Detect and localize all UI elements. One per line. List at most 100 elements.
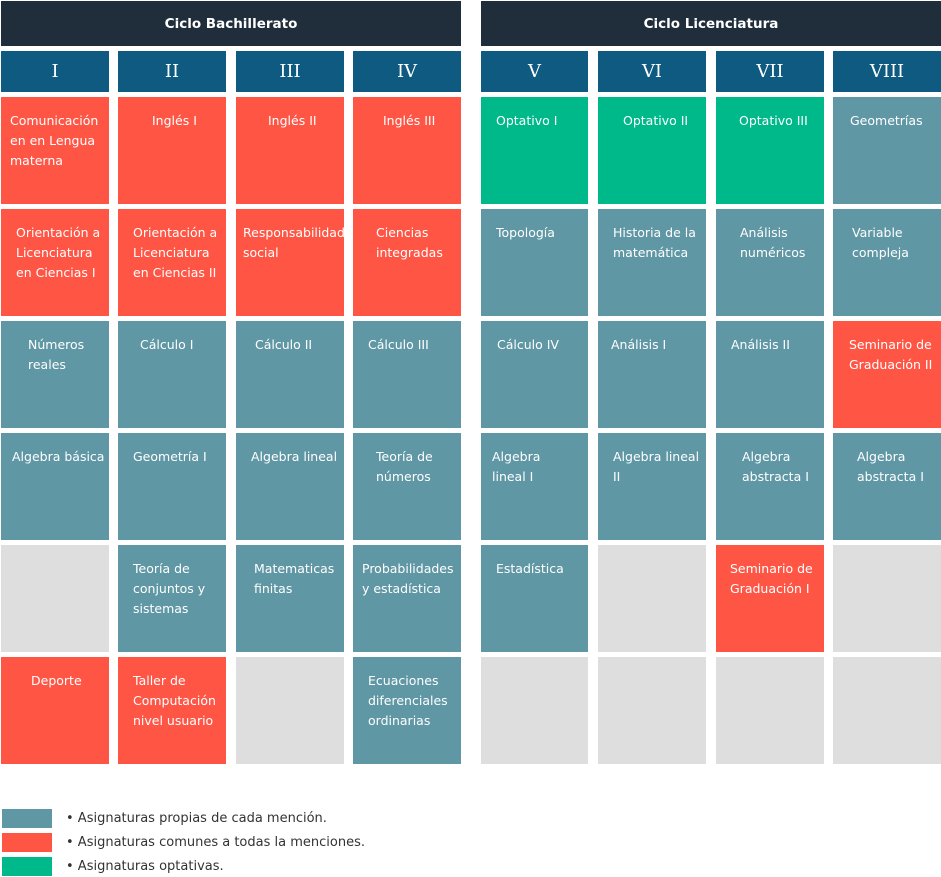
course-name: Números reales bbox=[28, 337, 85, 372]
course-name: Seminario de Graduación II bbox=[849, 337, 933, 372]
course-name: Análisis numéricos bbox=[740, 225, 806, 260]
course-name: Geometrías bbox=[850, 113, 923, 128]
course-cell: Cálculo III bbox=[353, 321, 461, 428]
course-cell: Orientación a Licenciatura en Ciencias I… bbox=[118, 209, 226, 316]
course-name: Variable compleja bbox=[852, 225, 909, 260]
course-name: Algebra básica bbox=[12, 449, 105, 464]
course-name: Inglés II bbox=[268, 113, 317, 128]
course-name: Responsabilidad social bbox=[243, 225, 345, 260]
course-cell: Algebra abstracta I bbox=[833, 433, 941, 540]
course-name: Optativo I bbox=[496, 113, 558, 128]
course-name: Cálculo IV bbox=[497, 337, 559, 352]
course-cell: Teoría de números bbox=[353, 433, 461, 540]
course-cell: Algebra lineal I bbox=[481, 433, 588, 540]
course-cell: Inglés III bbox=[353, 97, 461, 204]
course-cell: Análisis I bbox=[598, 321, 706, 428]
course-name: Análisis II bbox=[731, 337, 790, 352]
cycle-header-licenciatura: Ciclo Licenciatura bbox=[481, 1, 941, 46]
empty-cell bbox=[716, 657, 824, 764]
legend-label-optativa: • Asignaturas optativas. bbox=[66, 859, 224, 874]
semester-header-vi: VI bbox=[598, 51, 706, 92]
course-name: Inglés III bbox=[383, 113, 436, 128]
course-name: Taller de Computación nivel usuario bbox=[133, 673, 216, 728]
course-cell: Cálculo I bbox=[118, 321, 226, 428]
semester-header-iii: III bbox=[236, 51, 344, 92]
course-name: Teoría de conjuntos y sistemas bbox=[133, 561, 206, 616]
semester-header-i: I bbox=[1, 51, 109, 92]
legend-swatch-propia bbox=[2, 809, 52, 828]
course-cell: Optativo II bbox=[598, 97, 706, 204]
legend-label-comun: • Asignaturas comunes a todas la mencion… bbox=[66, 835, 365, 850]
course-name: Algebra lineal II bbox=[613, 449, 700, 484]
course-name: Algebra abstracta I bbox=[742, 449, 809, 484]
course-cell: Optativo III bbox=[716, 97, 824, 204]
semester-header-vii: VII bbox=[716, 51, 824, 92]
course-cell: Taller de Computación nivel usuario bbox=[118, 657, 226, 764]
legend-swatch-comun bbox=[2, 833, 52, 852]
semester-header-iv: IV bbox=[353, 51, 461, 92]
course-cell: Comunicación en en Lengua materna bbox=[1, 97, 109, 204]
semester-header-ii: II bbox=[118, 51, 226, 92]
semester-header-viii: VIII bbox=[833, 51, 941, 92]
course-cell: Ecuaciones diferenciales ordinarias bbox=[353, 657, 461, 764]
course-name: Historia de la matemática bbox=[613, 225, 696, 260]
course-cell: Algebra básica bbox=[1, 433, 109, 540]
course-cell: Estadística bbox=[481, 545, 588, 652]
course-cell: Algebra abstracta I bbox=[716, 433, 824, 540]
course-cell: Variable compleja bbox=[833, 209, 941, 316]
course-name: Cálculo III bbox=[368, 337, 429, 352]
course-cell: Topología bbox=[481, 209, 588, 316]
course-name: Algebra lineal I bbox=[492, 449, 541, 484]
course-cell: Inglés I bbox=[118, 97, 226, 204]
course-name: Inglés I bbox=[152, 113, 197, 128]
empty-cell bbox=[598, 657, 706, 764]
course-name: Orientación a Licenciatura en Ciencias I… bbox=[133, 225, 218, 280]
course-cell: Probabilidades y estadística bbox=[353, 545, 461, 652]
course-cell: Seminario de Graduación I bbox=[716, 545, 824, 652]
empty-cell bbox=[833, 545, 941, 652]
course-name: Cálculo I bbox=[140, 337, 194, 352]
course-cell: Algebra lineal II bbox=[598, 433, 706, 540]
course-cell: Números reales bbox=[1, 321, 109, 428]
course-cell: Historia de la matemática bbox=[598, 209, 706, 316]
course-name: Cálculo II bbox=[255, 337, 313, 352]
course-name: Optativo II bbox=[623, 113, 689, 128]
legend-swatch-optativa bbox=[2, 857, 52, 876]
course-name: Optativo III bbox=[739, 113, 808, 128]
course-cell: Ciencias integradas bbox=[353, 209, 461, 316]
course-name: Teoría de números bbox=[376, 449, 433, 484]
course-name: Análisis I bbox=[611, 337, 667, 352]
course-cell: Geometrías bbox=[833, 97, 941, 204]
course-name: Seminario de Graduación I bbox=[730, 561, 813, 596]
course-name: Ecuaciones diferenciales ordinarias bbox=[368, 673, 448, 728]
empty-cell bbox=[1, 545, 109, 652]
empty-cell bbox=[833, 657, 941, 764]
course-cell: Responsabilidad social bbox=[236, 209, 345, 316]
course-name: Matematicas finitas bbox=[254, 561, 335, 596]
course-cell: Orientación a Licenciatura en Ciencias I bbox=[1, 209, 109, 316]
course-name: Estadística bbox=[496, 561, 564, 576]
course-cell: Seminario de Graduación II bbox=[833, 321, 941, 428]
course-cell: Teoría de conjuntos y sistemas bbox=[118, 545, 226, 652]
empty-cell bbox=[481, 657, 588, 764]
empty-cell bbox=[598, 545, 706, 652]
course-cell: Geometría I bbox=[118, 433, 226, 540]
course-cell: Optativo I bbox=[481, 97, 588, 204]
course-cell: Análisis II bbox=[716, 321, 824, 428]
semester-header-v: V bbox=[481, 51, 588, 92]
course-name: Geometría I bbox=[133, 449, 207, 464]
course-cell: Cálculo II bbox=[236, 321, 344, 428]
legend-label-propia: • Asignaturas propias de cada mención. bbox=[66, 811, 327, 826]
course-cell: Matematicas finitas bbox=[236, 545, 344, 652]
course-name: Deporte bbox=[31, 673, 82, 688]
course-name: Probabilidades y estadística bbox=[362, 561, 454, 596]
course-cell: Inglés II bbox=[236, 97, 344, 204]
course-name: Orientación a Licenciatura en Ciencias I bbox=[16, 225, 101, 280]
course-name: Comunicación en en Lengua materna bbox=[10, 113, 99, 168]
cycle-header-bachillerato: Ciclo Bachillerato bbox=[1, 1, 461, 46]
course-cell: Deporte bbox=[1, 657, 109, 764]
course-cell: Algebra lineal bbox=[236, 433, 344, 540]
course-name: Topología bbox=[496, 225, 555, 240]
course-name: Algebra lineal bbox=[251, 449, 338, 464]
course-cell: Análisis numéricos bbox=[716, 209, 824, 316]
